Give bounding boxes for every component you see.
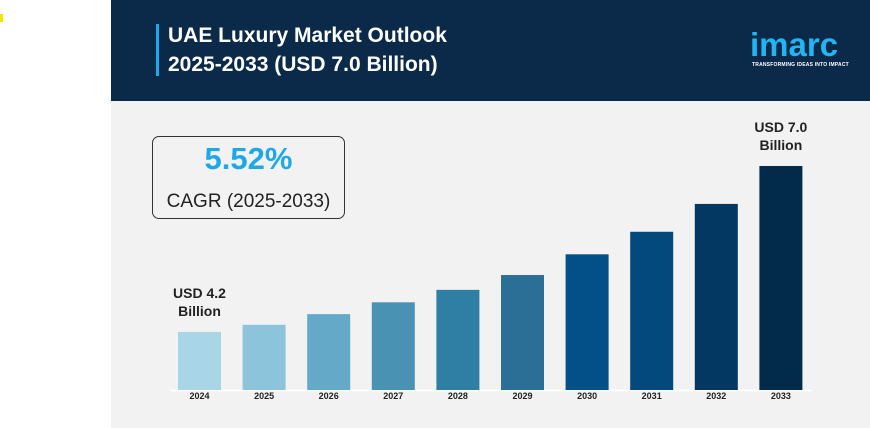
end-value-annotation: USD 7.0 Billion — [741, 118, 821, 154]
bar-2026 — [307, 314, 351, 390]
header-banner — [111, 0, 870, 101]
imarc-logo: imarc — [750, 26, 839, 63]
page-title: UAE Luxury Market Outlook 2025-2033 (USD… — [168, 21, 447, 79]
x-tick-label: 2032 — [706, 391, 726, 401]
cagr-box: 5.52% CAGR (2025-2033) — [152, 136, 345, 219]
title-line-1: UAE Luxury Market Outlook — [168, 24, 447, 47]
annotation-line: Billion — [759, 137, 803, 153]
x-tick-label: 2025 — [254, 391, 274, 401]
bar-2032 — [694, 203, 738, 390]
cagr-value: 5.52% — [204, 141, 293, 176]
bar-2029 — [501, 275, 544, 390]
start-value-annotation: USD 4.2 Billion — [160, 284, 240, 320]
title-accent-bar — [156, 24, 159, 76]
annotation-line: Billion — [178, 302, 221, 319]
bar-2025 — [242, 324, 286, 390]
annotation-line: USD 4.2 — [173, 284, 226, 301]
bar-2024 — [178, 331, 221, 390]
bar-2027 — [371, 302, 415, 390]
x-tick-label: 2028 — [448, 391, 468, 401]
bar-2030 — [565, 254, 609, 390]
cagr-label: CAGR (2025-2033) — [166, 191, 331, 212]
x-tick-label: 2029 — [512, 391, 532, 401]
x-tick-label: 2031 — [642, 391, 662, 401]
x-tick-label: 2030 — [577, 391, 597, 401]
bar-2031 — [630, 231, 674, 390]
bar-2028 — [436, 289, 480, 390]
x-tick-label: 2027 — [383, 391, 403, 401]
annotation-line: USD 7.0 — [754, 119, 808, 135]
bar-2033 — [759, 166, 803, 390]
marker — [0, 14, 3, 22]
x-tick-label: 2033 — [771, 391, 791, 401]
x-tick-label: 2024 — [189, 391, 209, 401]
title-line-2: 2025-2033 (USD 7.0 Billion) — [168, 53, 438, 76]
x-tick-label: 2026 — [319, 391, 339, 401]
logo-tagline: TRANSFORMING IDEAS INTO IMPACT — [752, 62, 849, 68]
